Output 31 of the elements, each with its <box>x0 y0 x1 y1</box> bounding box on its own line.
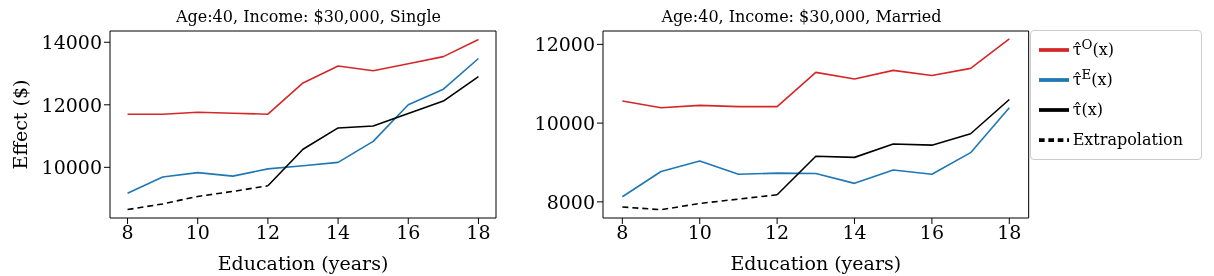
x-tick-label: 16 <box>396 221 421 244</box>
x-tick-label: 10 <box>687 221 712 244</box>
x-tick-label: 18 <box>997 221 1022 244</box>
x-tick-label: 12 <box>255 221 280 244</box>
x-axis-title: Education (years) <box>217 252 389 274</box>
x-tick-label: 14 <box>326 221 351 244</box>
y-tick-label: 12000 <box>534 33 595 56</box>
y-axis-title: Effect ($) <box>8 79 31 170</box>
y-tick-label: 14000 <box>41 31 102 53</box>
line-series <box>126 38 480 115</box>
y-tick-label: 8000 <box>546 190 595 213</box>
legend-label: τ̂$^{O}$(x) <box>1072 36 1114 59</box>
y-tick-label: 10000 <box>534 111 595 134</box>
x-axis-title: Education (years) <box>730 252 902 274</box>
chart-title: Age:40, Income: $30,000, Married <box>660 7 943 26</box>
x-tick-label: 16 <box>919 221 945 244</box>
chart-title: Age:40, Income: $30,000, Single <box>174 7 443 26</box>
y-tick-label: 12000 <box>41 93 102 116</box>
legend-label: τ̂$^{E}$(x) <box>1072 66 1113 89</box>
legend-label: τ̂(x) <box>1072 99 1104 119</box>
x-tick-label: 18 <box>466 221 491 244</box>
line-series <box>621 106 1011 198</box>
line-series <box>621 38 1011 109</box>
y-tick-label: 10000 <box>41 156 102 179</box>
x-tick-label: 8 <box>616 221 629 244</box>
x-tick-label: 10 <box>185 221 210 244</box>
x-tick-label: 14 <box>842 221 867 244</box>
line-series <box>126 57 480 195</box>
legend-label: Extrapolation <box>1072 129 1183 149</box>
x-tick-label: 8 <box>121 221 134 244</box>
x-tick-label: 12 <box>765 221 790 244</box>
